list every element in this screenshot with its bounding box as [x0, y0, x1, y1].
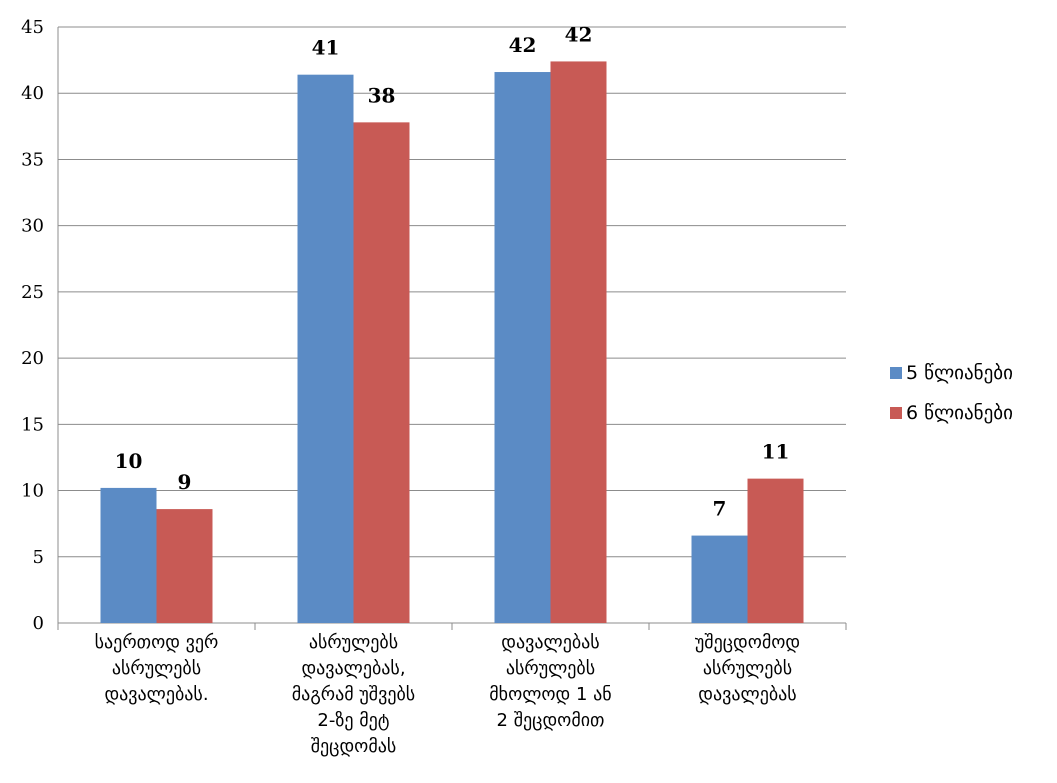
legend-swatch-2 [890, 407, 902, 419]
bar-s1-c1 [100, 487, 157, 623]
bar-s1-c4 [691, 535, 748, 623]
bar-s2-c2 [353, 122, 410, 624]
category-label-3-line-4: 2 შეცდომით [497, 710, 605, 731]
category-label-1-line-3: დავალებას. [104, 684, 208, 705]
data-label-s2-c4: 11 [762, 440, 790, 464]
category-label-2-line-1: ასრულებს [309, 632, 398, 653]
category-label-3-line-2: ასრულებს [506, 658, 595, 679]
category-label-2-line-2: დავალებას, [301, 658, 405, 679]
y-tick-label-40: 40 [21, 83, 44, 104]
data-label-s1-c2: 41 [312, 36, 340, 60]
bar-s2-c3 [550, 61, 607, 624]
data-label-s2-c3: 42 [565, 22, 593, 46]
category-label-2-line-5: შეცდომას [311, 736, 397, 757]
category-label-3-line-3: მხოლოდ 1 ან [489, 684, 611, 705]
category-label-4-line-3: დავალებას [698, 684, 796, 705]
legend-label-2: 6 წლიანები [906, 402, 1013, 424]
category-label-2-line-4: 2-ზე მეტ [317, 710, 389, 731]
category-label-4-line-2: ასრულებს [703, 658, 792, 679]
category-label-1-line-1: საერთოდ ვერ [95, 632, 219, 653]
y-tick-label-15: 15 [21, 414, 44, 435]
legend-swatch-1 [890, 367, 902, 379]
bar-s1-c3 [494, 72, 551, 623]
bar-s1-c2 [297, 74, 354, 624]
data-label-s1-c3: 42 [509, 33, 537, 57]
category-label-3-line-1: დავალებას [501, 632, 599, 653]
bar-s2-c1 [156, 509, 213, 623]
data-label-s2-c2: 38 [368, 83, 396, 107]
category-label-1-line-2: ასრულებს [112, 658, 201, 679]
y-tick-label-10: 10 [21, 481, 44, 502]
y-tick-label-25: 25 [21, 282, 44, 303]
data-label-s1-c1: 10 [115, 449, 143, 473]
category-label-4-line-1: უშეცდომოდ [695, 632, 800, 653]
data-label-s1-c4: 7 [713, 497, 727, 521]
y-tick-label-30: 30 [21, 216, 44, 237]
y-tick-label-20: 20 [21, 348, 44, 369]
legend-label-1: 5 წლიანები [906, 362, 1013, 384]
y-tick-label-35: 35 [21, 149, 44, 170]
data-label-s2-c1: 9 [178, 470, 192, 494]
y-tick-label-45: 45 [21, 17, 44, 38]
y-tick-label-0: 0 [33, 613, 44, 634]
category-label-2-line-3: მაგრამ უშვებს [292, 684, 415, 705]
y-tick-label-5: 5 [33, 547, 44, 568]
bar-s2-c4 [747, 478, 804, 623]
